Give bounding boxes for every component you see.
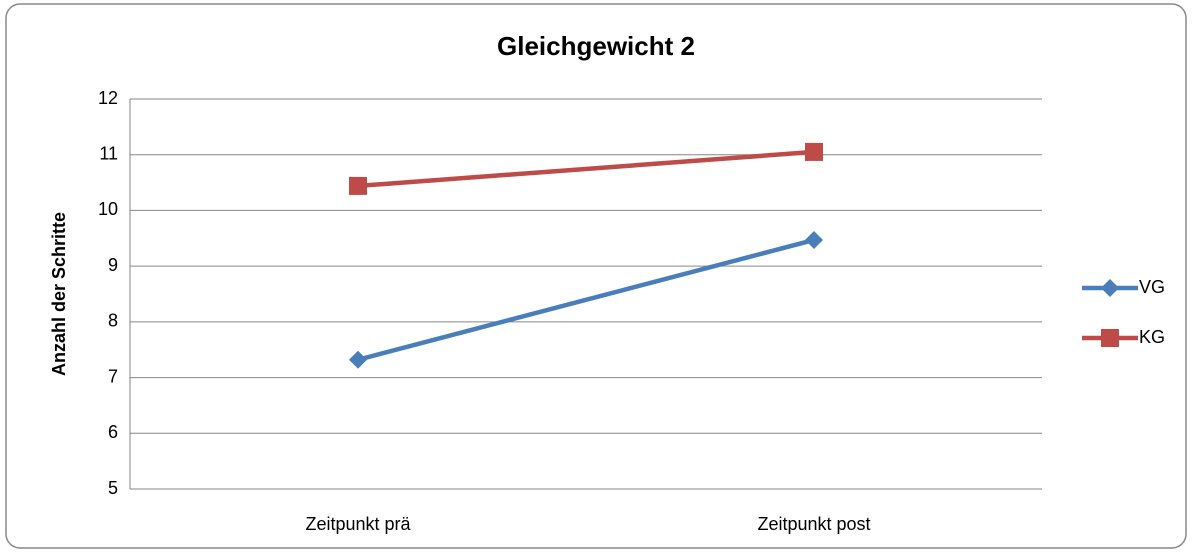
legend-label: VG: [1139, 277, 1165, 297]
marker: [805, 142, 823, 161]
y-tick-label: 10: [98, 199, 118, 219]
y-tick-label: 12: [98, 88, 118, 108]
marker: [1101, 329, 1119, 347]
y-tick-label: 11: [99, 143, 118, 163]
y-tick-label: 7: [108, 366, 118, 386]
y-axis-label: Anzahl der Schritte: [49, 212, 69, 376]
x-tick-label: Zeitpunkt post: [757, 514, 870, 534]
series-line: [357, 149, 815, 189]
marker: [349, 350, 367, 369]
marker: [1101, 279, 1119, 297]
series-line: [357, 237, 815, 362]
legend-label: KG: [1139, 327, 1165, 347]
y-tick-label: 9: [108, 255, 118, 275]
y-tick-label: 8: [108, 311, 118, 331]
x-tick-label: Zeitpunkt prä: [305, 514, 411, 534]
chart-title: Gleichgewicht 2: [497, 31, 695, 61]
y-tick-label: 6: [108, 422, 118, 442]
marker: [349, 176, 367, 195]
marker: [805, 230, 823, 249]
chart-frame: [5, 3, 1187, 549]
y-tick-label: 5: [108, 478, 118, 498]
